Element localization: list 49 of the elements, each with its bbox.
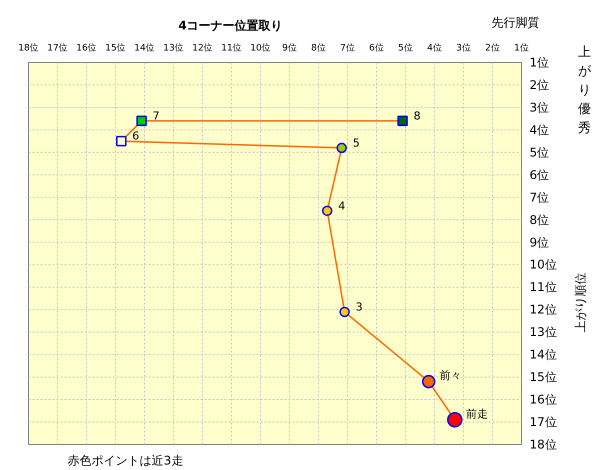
x-axis-title: 4コーナー位置取り — [178, 18, 283, 32]
x-tick-label: 17位 — [47, 42, 68, 54]
x-tick-label: 5位 — [398, 42, 413, 54]
x-tick-label: 8位 — [311, 42, 326, 54]
y-tick-label: 16位 — [530, 392, 557, 407]
annotation: 前走 — [466, 407, 488, 420]
x-tick-label: 16位 — [76, 42, 97, 54]
annotation: 4 — [338, 199, 346, 212]
y-tick-label: 1位 — [530, 56, 550, 70]
y-tick-label: 13位 — [530, 325, 557, 340]
x-tick-label: 12位 — [192, 42, 213, 54]
x-tick-label: 18位 — [18, 42, 39, 54]
annotation: 8 — [414, 109, 421, 122]
y-tick-label: 18位 — [530, 438, 557, 452]
x-tick-label: 7位 — [340, 42, 355, 54]
x-tick-label: 13位 — [163, 42, 184, 54]
annotation: 6 — [132, 130, 140, 143]
text: 上がり優秀 — [578, 45, 592, 136]
text: 先行脚質 — [492, 16, 540, 30]
annotation: 5 — [352, 136, 360, 150]
y-tick-label: 10位 — [530, 258, 557, 272]
y-tick-label: 3位 — [530, 100, 550, 114]
y-tick-label: 12位 — [530, 302, 557, 317]
x-tick-label: 10位 — [250, 42, 271, 54]
x-tick-label: 11位 — [221, 42, 242, 54]
annotation: 3 — [356, 300, 363, 314]
y-tick-label: 2位 — [530, 78, 550, 92]
x-tick-label: 2位 — [485, 42, 500, 54]
y-tick-label: 5位 — [530, 145, 550, 160]
text: 赤色ポイントは近3走 — [68, 454, 184, 468]
x-tick-label: 4位 — [427, 42, 442, 54]
annotation: 7 — [152, 109, 160, 122]
x-tick-label: 6位 — [369, 42, 384, 54]
y-tick-label: 6位 — [530, 168, 550, 182]
x-tick-label: 15位 — [105, 42, 126, 54]
y-tick-label: 15位 — [530, 370, 557, 384]
annotation: 前々 — [440, 369, 462, 382]
y-tick-label: 14位 — [530, 348, 557, 362]
x-tick-label: 14位 — [134, 42, 155, 54]
y-tick-label: 11位 — [530, 280, 557, 294]
x-tick-label: 3位 — [456, 42, 471, 54]
y-axis-title: 上がり順位 — [574, 272, 588, 332]
y-tick-label: 9位 — [530, 235, 550, 250]
y-tick-label: 4位 — [530, 122, 550, 137]
y-tick-label: 8位 — [530, 212, 550, 227]
x-tick-label: 9位 — [282, 42, 297, 54]
y-tick-label: 7位 — [530, 190, 550, 204]
x-tick-label: 1位 — [514, 42, 529, 54]
y-tick-label: 17位 — [530, 415, 557, 430]
